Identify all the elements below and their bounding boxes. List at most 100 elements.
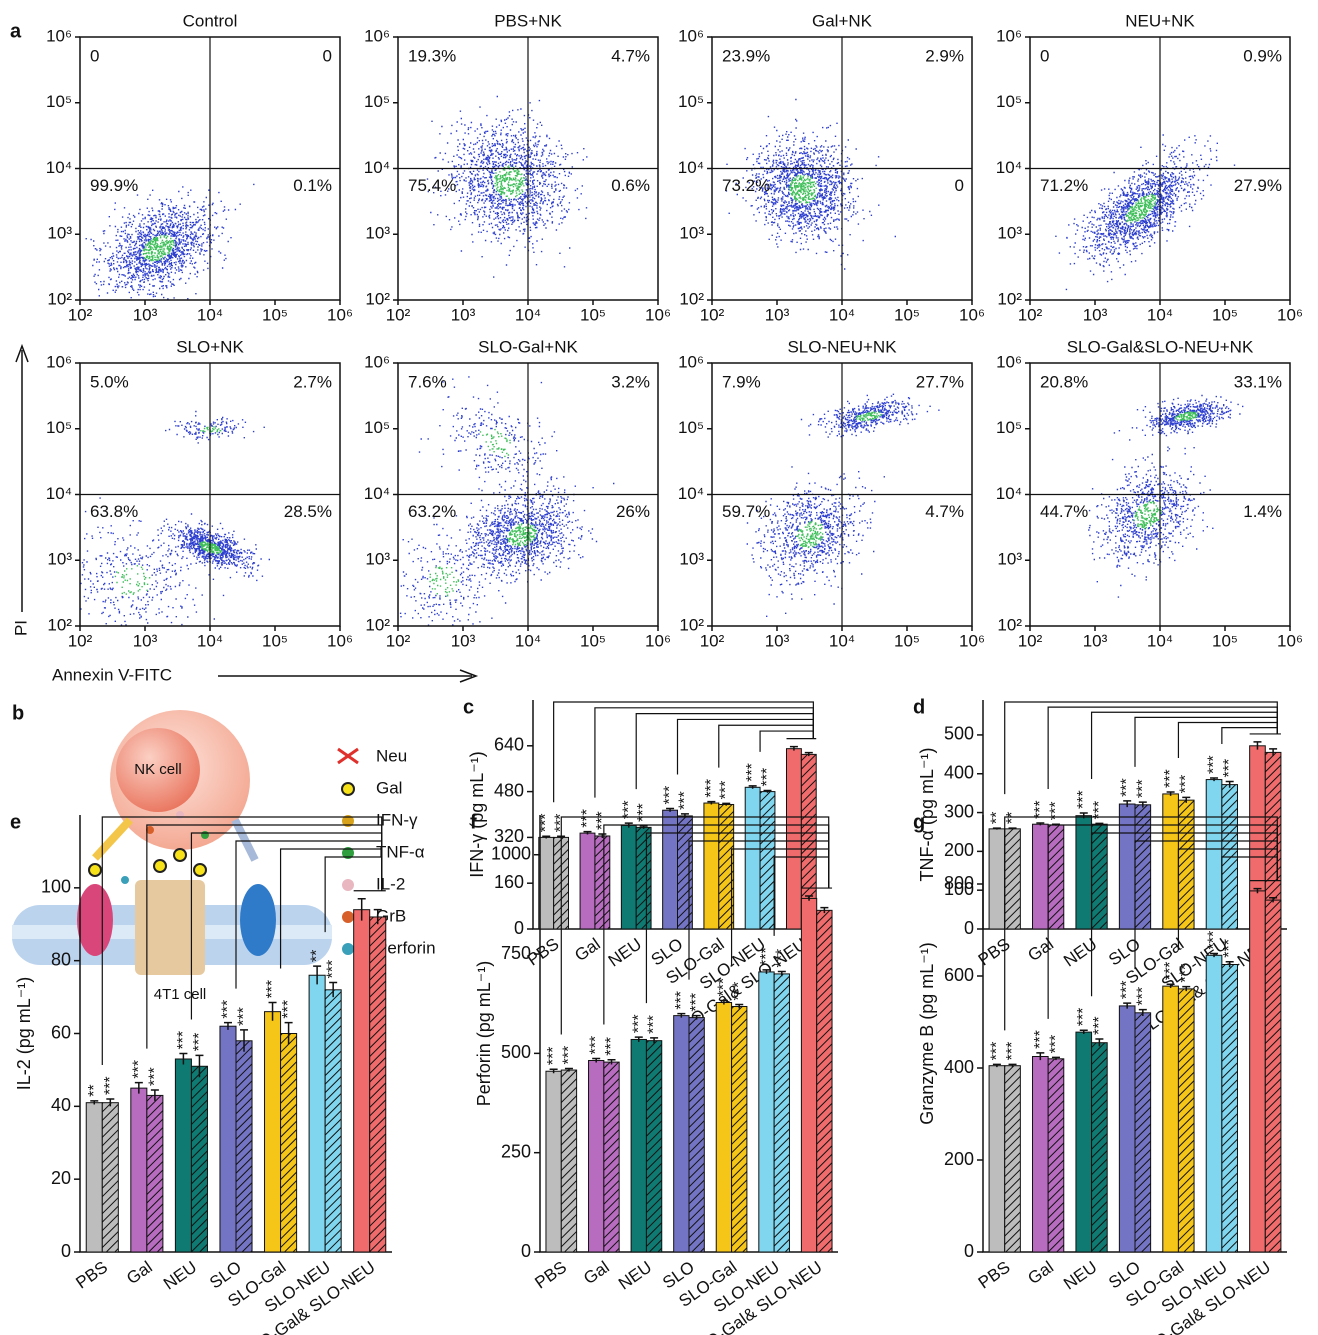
arrow [218,669,479,683]
y-tick-label: 100 [41,877,71,897]
significance: *** [688,993,705,1012]
protein [240,884,276,956]
quadrant-label: 2.7% [293,372,332,391]
x-tick-label: 10² [68,631,93,650]
quadrant-label: 27.9% [1234,176,1282,195]
nk-nucleus [116,728,200,812]
x-tick-label: 10⁶ [1277,631,1303,650]
x-tick-label: 10⁶ [1277,305,1303,324]
x-tick-label: Gal [571,934,604,965]
y-tick-label: 10² [47,289,72,308]
quadrant-label: 0 [1040,46,1049,65]
significance: *** [773,949,790,968]
bar [731,1005,748,1253]
error-bar [1036,1052,1045,1061]
bar [662,809,679,930]
panel-label: a [10,20,22,42]
protein [77,884,113,956]
panel-label: f [470,811,477,833]
legend-symbol [342,943,354,955]
error-bar [692,1014,701,1020]
y-tick-label: 10⁶ [364,26,390,45]
y-tick-label: 320 [494,826,524,846]
x-tick-label: 10⁵ [894,305,920,324]
y-tick-label: 10⁴ [996,158,1022,177]
error-bar [179,1052,188,1065]
error-bar [195,1054,204,1078]
significance: *** [102,1076,119,1095]
bar [759,791,776,930]
error-bar [634,1036,643,1042]
x-tick-label: PBS [975,1257,1014,1292]
bar [1032,823,1049,930]
significance: *** [1206,755,1223,774]
bar [1162,985,1179,1253]
significance: *** [1075,1008,1092,1027]
significance: *** [538,814,555,833]
y-tick-label: 10³ [997,224,1022,243]
significance: *** [635,803,652,822]
y-tick-label: 10⁶ [996,26,1022,45]
error-bar [284,1021,293,1045]
bar [538,836,555,930]
density-dots [1055,134,1236,291]
granule [121,876,129,884]
significance: *** [545,1047,562,1066]
panel-label: g [913,811,925,833]
receptor [231,818,259,862]
y-tick-label: 10³ [47,550,72,569]
error-bar [1182,796,1191,803]
y-tick-label: 600 [944,965,974,985]
panel-label: c [463,696,474,718]
y-tick-label: 500 [944,724,974,744]
legend-symbol [342,911,354,923]
y-tick-label: 10² [679,289,704,308]
y-tick-label: 10² [997,289,1022,308]
x-tick-label: PBS [531,1257,570,1292]
bar [603,1061,620,1253]
significance: *** [175,1031,192,1050]
significance: *** [1221,939,1238,958]
gal [153,859,167,873]
y-tick-label: 10³ [679,550,704,569]
bar [1221,964,1238,1253]
bar [620,824,637,930]
bar [146,1094,164,1253]
quadrant-label: 63.2% [408,502,456,521]
error-bar [1269,748,1278,756]
plot-title: SLO-Gal+NK [478,337,578,356]
nk-label: NK cell [134,761,182,778]
tumor-label: 4T1 cell [154,986,207,1003]
x-tick-label: Gal [123,1257,156,1288]
x-tick-label: 10³ [765,631,790,650]
significance: *** [744,763,761,782]
y-tick-label: 10⁵ [678,92,704,111]
bar [324,989,342,1253]
x-tick-label: 10² [1018,305,1043,324]
y-axis-label: IL-2 (pg mL⁻¹) [14,977,34,1091]
bar [703,802,720,930]
error-bar [707,800,716,805]
significance: *** [646,1015,663,1034]
y-tick-label: 10³ [679,224,704,243]
significance: *** [630,1014,647,1033]
error-bar [1182,985,1191,992]
bar [785,748,802,930]
bar [645,1040,663,1253]
y-tick-label: 1000 [491,843,531,863]
y-tick-label: 10² [679,615,704,634]
error-bar [748,785,757,789]
x-tick-label: 10² [386,631,411,650]
plot-title: SLO-NEU+NK [787,337,897,356]
quadrant-label: 7.6% [408,372,447,391]
bar [1249,890,1266,1253]
error-bar [583,830,592,835]
y-axis-label: IFN-γ (pg mL⁻¹) [467,751,487,878]
receptor [92,817,133,861]
quadrant-label: 0 [323,46,332,65]
error-bar [992,1063,1001,1068]
quadrant-label: 73.2% [722,176,770,195]
significance: *** [620,800,637,819]
